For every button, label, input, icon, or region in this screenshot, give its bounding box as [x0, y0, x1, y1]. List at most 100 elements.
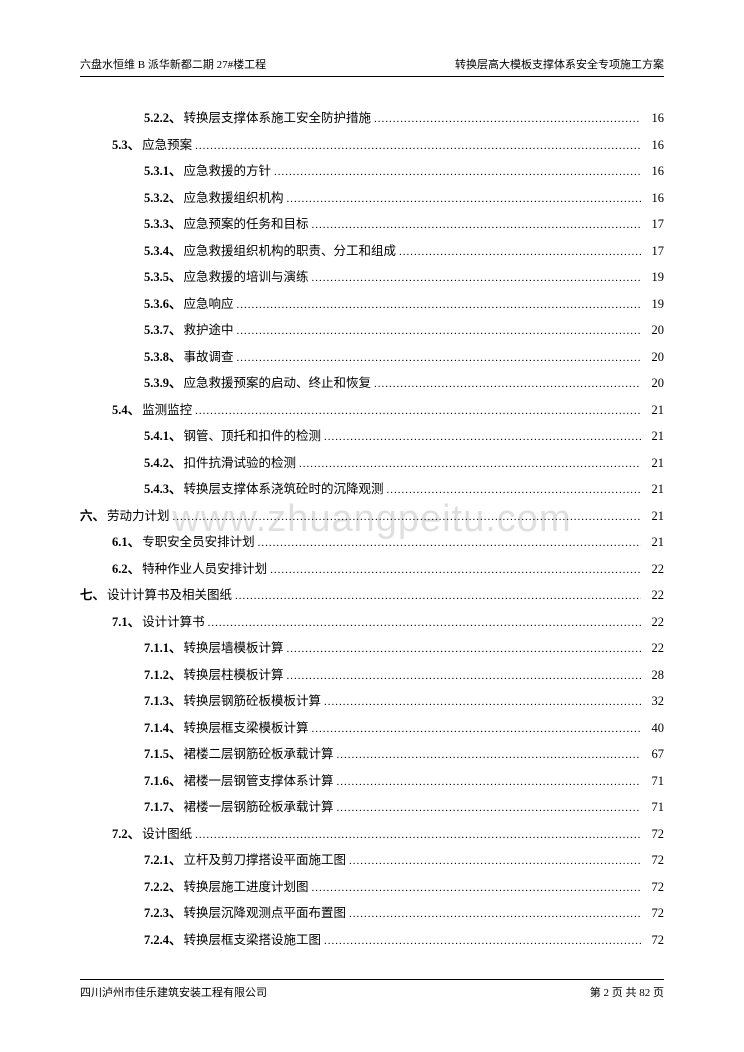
toc-leader-dots	[337, 741, 641, 768]
toc-title: 裙楼一层钢管支撑体系计算	[184, 768, 334, 795]
toc-title: 监测监控	[142, 397, 192, 424]
toc-number: 5.3.8、	[144, 344, 182, 371]
toc-title: 应急救援组织机构	[184, 185, 284, 212]
toc-page-number: 72	[644, 874, 664, 901]
toc-entry: 5.2.2、转换层支撑体系施工安全防护措施16	[80, 105, 664, 132]
toc-title: 转换层支撑体系浇筑砼时的沉降观测	[184, 476, 384, 503]
toc-entry: 5.3、应急预案 16	[80, 132, 664, 159]
toc-leader-dots	[324, 423, 641, 450]
footer-left: 四川泸州市佳乐建筑安装工程有限公司	[80, 984, 267, 1000]
toc-title: 劳动力计划	[107, 503, 170, 530]
footer-right: 第 2 页 共 82 页	[590, 984, 664, 1000]
toc-entry: 5.3.4、应急救援组织机构的职责、分工和组成17	[80, 238, 664, 265]
toc-page-number: 67	[644, 741, 664, 768]
toc-leader-dots	[324, 927, 641, 954]
toc-title: 特种作业人员安排计划	[142, 556, 267, 583]
toc-entry: 5.3.1、应急救援的方针16	[80, 158, 664, 185]
toc-page-number: 32	[644, 688, 664, 715]
page-header: 六盘水恒维 B 派华新都二期 27#楼工程 转换层高大模板支撑体系安全专项施工方…	[80, 56, 664, 77]
toc-number: 7.1、	[112, 609, 140, 636]
toc-leader-dots	[274, 158, 641, 185]
toc-number: 7.1.1、	[144, 635, 182, 662]
toc-leader-dots	[287, 635, 641, 662]
toc-title: 设计计算书	[142, 609, 205, 636]
toc-leader-dots	[337, 768, 641, 795]
toc-leader-dots	[324, 688, 641, 715]
toc-page-number: 17	[644, 238, 664, 265]
toc-number: 7.2.4、	[144, 927, 182, 954]
toc-leader-dots	[235, 582, 641, 609]
toc-number: 5.3、	[112, 132, 140, 159]
toc-entry: 5.3.5、应急救援的培训与演练19	[80, 264, 664, 291]
toc-number: 5.4、	[112, 397, 140, 424]
toc-number: 7.2.2、	[144, 874, 182, 901]
toc-number: 7.1.6、	[144, 768, 182, 795]
toc-entry: 7.1.5、裙楼二层钢筋砼板承载计算67	[80, 741, 664, 768]
toc-page-number: 16	[644, 185, 664, 212]
toc-page-number: 16	[644, 132, 664, 159]
toc-number: 7.2.1、	[144, 847, 182, 874]
toc-page-number: 21	[644, 423, 664, 450]
toc-entry: 7.1.1、转换层墙模板计算22	[80, 635, 664, 662]
toc-entry: 5.4.3、转换层支撑体系浇筑砼时的沉降观测 21	[80, 476, 664, 503]
toc-title: 转换层框支梁模板计算	[184, 715, 309, 742]
toc-page-number: 19	[644, 264, 664, 291]
toc-title: 转换层施工进度计划图	[184, 874, 309, 901]
toc-leader-dots	[312, 715, 641, 742]
toc-number: 5.3.3、	[144, 211, 182, 238]
toc-leader-dots	[349, 847, 641, 874]
toc-leader-dots	[237, 317, 641, 344]
toc-leader-dots	[173, 503, 641, 530]
toc-title: 转换层钢筋砼板模板计算	[184, 688, 322, 715]
toc-number: 5.3.2、	[144, 185, 182, 212]
toc-title: 转换层框支梁搭设施工图	[184, 927, 322, 954]
toc-entry: 7.2.3、转换层沉降观测点平面布置图72	[80, 900, 664, 927]
toc-title: 应急响应	[184, 291, 234, 318]
toc-leader-dots	[299, 450, 641, 477]
toc-page-number: 21	[644, 529, 664, 556]
toc-entry: 5.3.8、事故调查20	[80, 344, 664, 371]
toc-entry: 5.3.9、应急救援预案的启动、终止和恢复20	[80, 370, 664, 397]
toc-title: 设计图纸	[142, 821, 192, 848]
toc-entry: 7.1.7、裙楼一层钢筋砼板承载计算71	[80, 794, 664, 821]
table-of-contents: 5.2.2、转换层支撑体系施工安全防护措施165.3、应急预案 165.3.1、应…	[80, 105, 664, 953]
toc-number: 七、	[80, 582, 105, 609]
toc-leader-dots	[374, 105, 641, 132]
toc-entry: 7.1.6、裙楼一层钢管支撑体系计算71	[80, 768, 664, 795]
toc-leader-dots	[374, 370, 641, 397]
toc-title: 应急预案的任务和目标	[184, 211, 309, 238]
toc-leader-dots	[208, 609, 641, 636]
toc-page-number: 21	[644, 476, 664, 503]
toc-title: 裙楼一层钢筋砼板承载计算	[184, 794, 334, 821]
toc-page-number: 40	[644, 715, 664, 742]
toc-entry: 7.2、设计图纸72	[80, 821, 664, 848]
toc-title: 应急预案	[142, 132, 192, 159]
toc-page-number: 28	[644, 662, 664, 689]
toc-page-number: 21	[644, 503, 664, 530]
toc-entry: 5.3.2、应急救援组织机构 16	[80, 185, 664, 212]
toc-title: 立杆及剪刀撑搭设平面施工图	[184, 847, 347, 874]
toc-entry: 6.2、特种作业人员安排计划22	[80, 556, 664, 583]
toc-page-number: 22	[644, 635, 664, 662]
toc-number: 7.1.7、	[144, 794, 182, 821]
toc-title: 事故调查	[184, 344, 234, 371]
toc-number: 6.1、	[112, 529, 140, 556]
toc-page-number: 20	[644, 317, 664, 344]
toc-page-number: 22	[644, 582, 664, 609]
toc-entry: 七、设计计算书及相关图纸22	[80, 582, 664, 609]
toc-leader-dots	[399, 238, 641, 265]
toc-page-number: 21	[644, 397, 664, 424]
toc-leader-dots	[312, 874, 641, 901]
toc-page-number: 16	[644, 158, 664, 185]
toc-entry: 7.2.1、立杆及剪刀撑搭设平面施工图 72	[80, 847, 664, 874]
toc-leader-dots	[312, 211, 641, 238]
toc-number: 5.3.7、	[144, 317, 182, 344]
toc-page-number: 72	[644, 847, 664, 874]
page-footer: 四川泸州市佳乐建筑安装工程有限公司 第 2 页 共 82 页	[80, 979, 664, 1000]
toc-number: 7.1.5、	[144, 741, 182, 768]
toc-leader-dots	[312, 264, 641, 291]
toc-page-number: 72	[644, 900, 664, 927]
toc-number: 5.4.3、	[144, 476, 182, 503]
toc-page-number: 72	[644, 821, 664, 848]
toc-title: 转换层支撑体系施工安全防护措施	[184, 105, 372, 132]
